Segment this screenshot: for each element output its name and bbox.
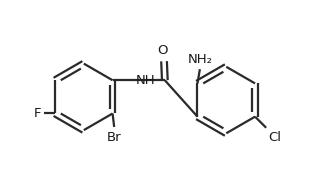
Text: Br: Br [107, 131, 121, 144]
Text: NH₂: NH₂ [187, 53, 212, 66]
Text: NH: NH [135, 74, 155, 87]
Text: F: F [34, 107, 42, 120]
Text: Cl: Cl [268, 131, 281, 144]
Text: O: O [157, 43, 168, 57]
